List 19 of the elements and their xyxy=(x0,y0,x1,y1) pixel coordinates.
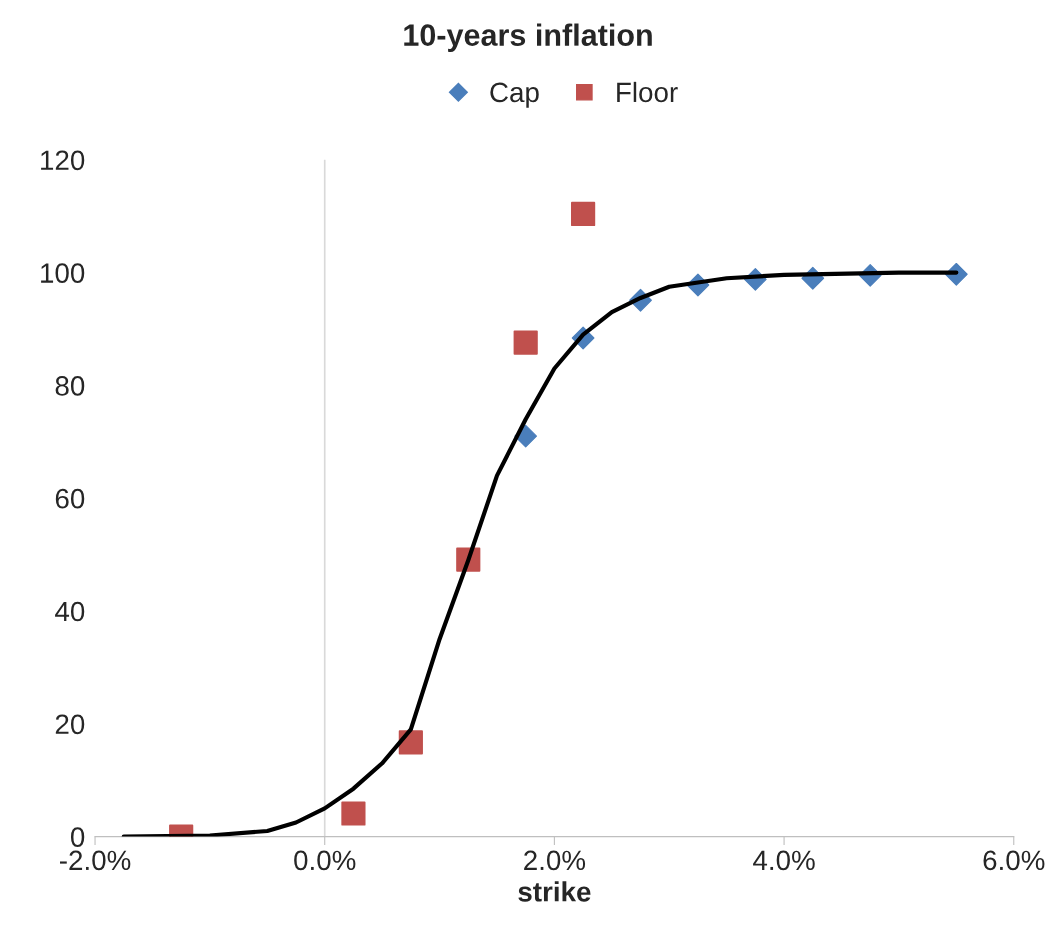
legend-label: Floor xyxy=(617,81,678,103)
y-tick-label: 100 xyxy=(41,263,85,283)
y-tick-label: 0 xyxy=(70,827,85,847)
chart-title: 10-years inflation xyxy=(404,23,652,52)
x-tick-label: 4.0% xyxy=(753,850,815,871)
x-axis-title: strike xyxy=(518,881,591,902)
x-tick-label: 0.0% xyxy=(294,850,356,871)
y-tick-label: 120 xyxy=(41,150,85,171)
point xyxy=(571,201,596,227)
legend-label: Cap xyxy=(490,82,539,108)
y-tick-label: 20 xyxy=(55,714,85,735)
x-tick-label: 2.0% xyxy=(524,850,586,871)
point xyxy=(341,801,366,826)
x-tick-label: -2.0% xyxy=(59,850,131,871)
y-tick-label: 60 xyxy=(55,488,85,509)
point xyxy=(513,330,538,355)
y-tick-label: 40 xyxy=(55,601,85,622)
y-tick-label: 80 xyxy=(55,376,85,396)
x-tick-label: 6.0% xyxy=(983,850,1045,871)
